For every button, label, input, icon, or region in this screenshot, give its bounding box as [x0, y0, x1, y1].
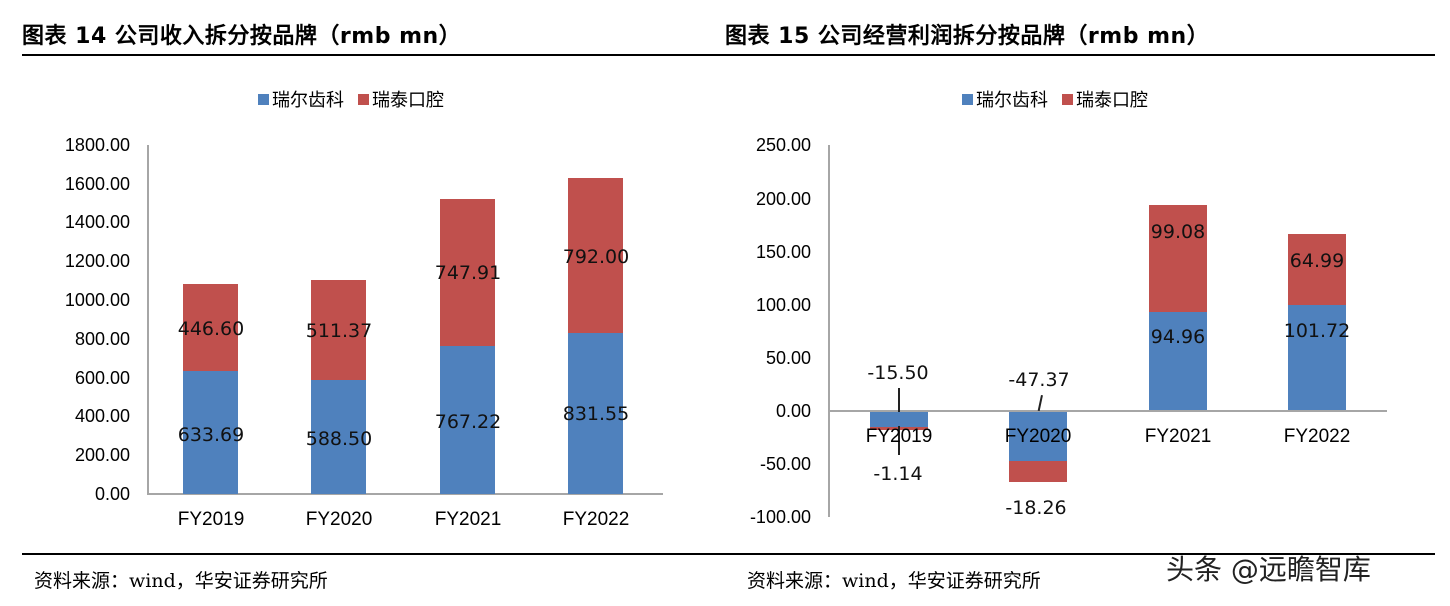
- data-label: -1.14: [873, 463, 923, 485]
- data-label: -15.50: [867, 362, 929, 384]
- bar-ruier-fy2022: [568, 333, 623, 494]
- y-tick: 50.00: [765, 348, 811, 368]
- revenue-chart-panel: 图表 14 公司收入拆分按品牌（rmb mn） 瑞尔齿科 瑞泰口腔 1800.0…: [22, 24, 725, 592]
- data-label: 633.69: [177, 424, 245, 446]
- legend-item-ruier: 瑞尔齿科: [258, 86, 344, 112]
- chart-title: 图表 15 公司经营利润拆分按品牌（rmb mn）: [725, 24, 1210, 49]
- data-label: 792.00: [562, 246, 630, 268]
- data-label: 446.60: [177, 318, 245, 340]
- x-tick: FY2020: [1004, 426, 1072, 447]
- legend-swatch-icon: [258, 93, 269, 105]
- x-tick: FY2021: [434, 509, 502, 530]
- y-tick: 100.00: [755, 295, 811, 315]
- y-tick: 250.00: [755, 135, 811, 155]
- x-tick: FY2022: [1283, 426, 1351, 447]
- footer-rule: [725, 553, 1435, 555]
- legend-item-ruitai: 瑞泰口腔: [1062, 86, 1148, 112]
- y-tick: 600.00: [74, 368, 130, 388]
- bar-ruitai-fy2020: [311, 280, 366, 380]
- x-axis-line: [147, 493, 663, 495]
- bar-ruitai-fy2022: [568, 178, 623, 333]
- y-axis-line: [828, 145, 830, 517]
- y-tick: 1800.00: [64, 135, 130, 155]
- bar-ruitai-fy2019: [183, 284, 238, 371]
- y-tick: 1200.00: [64, 251, 130, 271]
- title-rule: [22, 54, 725, 56]
- chart-title: 图表 14 公司收入拆分按品牌（rmb mn）: [22, 24, 462, 49]
- x-axis-line: [828, 410, 1387, 412]
- bar-ruitai-fy2021: [1149, 205, 1207, 312]
- data-label: 588.50: [305, 428, 373, 450]
- bar-ruier-fy2021: [1149, 312, 1207, 411]
- footer-rule: [22, 553, 725, 555]
- y-tick: 1600.00: [64, 174, 130, 194]
- x-tick: FY2022: [562, 509, 630, 530]
- legend-swatch-icon: [358, 93, 369, 105]
- data-label: 747.91: [434, 262, 502, 284]
- chart-legend: 瑞尔齿科 瑞泰口腔: [258, 86, 458, 112]
- y-tick: 1400.00: [64, 212, 130, 232]
- x-tick: FY2019: [177, 509, 245, 530]
- data-label: 767.22: [434, 411, 502, 433]
- x-tick: FY2021: [1144, 426, 1212, 447]
- y-tick: 800.00: [74, 329, 130, 349]
- leader-line: [898, 388, 900, 412]
- y-tick: -50.00: [759, 454, 811, 474]
- bar-ruitai-fy2022: [1288, 234, 1346, 305]
- data-label: 511.37: [305, 320, 373, 342]
- bar-ruier-fy2020: [311, 380, 366, 494]
- legend-swatch-icon: [962, 93, 973, 105]
- y-tick: 1000.00: [64, 290, 130, 310]
- data-label: 64.99: [1289, 250, 1345, 272]
- data-label: -47.37: [1008, 369, 1070, 391]
- bar-ruitai-fy2020: [1009, 461, 1067, 482]
- bar-ruitai-fy2021: [440, 199, 495, 346]
- data-label: 94.96: [1150, 326, 1206, 348]
- x-tick: FY2019: [865, 426, 933, 447]
- y-tick: 200.00: [755, 189, 811, 209]
- x-tick: FY2020: [305, 509, 373, 530]
- bar-ruier-fy2019: [183, 371, 238, 494]
- source-note: 资料来源：wind，华安证券研究所: [747, 570, 1041, 592]
- y-axis-line: [147, 145, 149, 495]
- leader-line: [898, 426, 900, 455]
- legend-item-ruier: 瑞尔齿科: [962, 86, 1048, 112]
- data-label: 831.55: [562, 403, 630, 425]
- data-label: 99.08: [1150, 221, 1206, 243]
- bar-ruier-fy2021: [440, 346, 495, 494]
- legend-item-ruitai: 瑞泰口腔: [358, 86, 444, 112]
- data-label: -18.26: [1005, 497, 1067, 519]
- y-tick: 200.00: [74, 445, 130, 465]
- title-rule: [725, 54, 1435, 56]
- chart-legend: 瑞尔齿科 瑞泰口腔: [962, 86, 1162, 112]
- operating-profit-chart-panel: 图表 15 公司经营利润拆分按品牌（rmb mn） 瑞尔齿科 瑞泰口腔: [725, 0, 1450, 606]
- y-tick: 0.00: [94, 484, 130, 504]
- legend-swatch-icon: [1062, 93, 1073, 105]
- y-tick: -100.00: [749, 507, 811, 527]
- y-tick: 400.00: [74, 406, 130, 426]
- y-tick: 0.00: [775, 401, 811, 421]
- source-note: 资料来源：wind，华安证券研究所: [34, 570, 328, 592]
- bar-ruier-fy2020: [1009, 411, 1067, 461]
- data-label: 101.72: [1283, 320, 1351, 342]
- watermark: 头条 @远瞻智库: [1166, 553, 1371, 586]
- bar-ruier-fy2022: [1288, 305, 1346, 411]
- y-tick: 150.00: [755, 242, 811, 262]
- bar-ruier-fy2019: [870, 411, 928, 427]
